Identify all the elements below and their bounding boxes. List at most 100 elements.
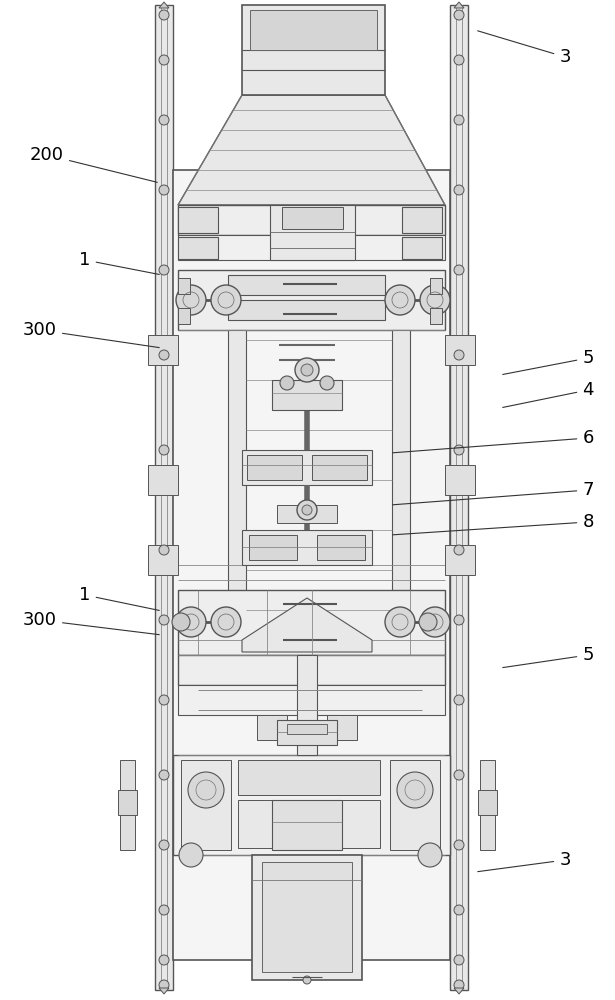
Bar bbox=[327, 715, 357, 740]
Circle shape bbox=[159, 980, 169, 990]
Circle shape bbox=[159, 905, 169, 915]
Bar bbox=[178, 207, 218, 233]
Bar bbox=[228, 330, 246, 630]
Polygon shape bbox=[178, 95, 445, 205]
Bar bbox=[178, 590, 445, 655]
Circle shape bbox=[454, 905, 464, 915]
Bar bbox=[178, 685, 445, 715]
Bar bbox=[277, 720, 337, 745]
Circle shape bbox=[211, 607, 241, 637]
Circle shape bbox=[454, 980, 464, 990]
Text: 3: 3 bbox=[478, 851, 571, 872]
Bar bbox=[178, 205, 445, 235]
Bar bbox=[178, 655, 445, 685]
Text: 5: 5 bbox=[502, 646, 593, 668]
Circle shape bbox=[159, 770, 169, 780]
Circle shape bbox=[176, 285, 206, 315]
Circle shape bbox=[159, 545, 169, 555]
Bar bbox=[118, 790, 137, 815]
Circle shape bbox=[301, 364, 313, 376]
Bar bbox=[478, 790, 497, 815]
Circle shape bbox=[418, 843, 442, 867]
Circle shape bbox=[385, 607, 415, 637]
Circle shape bbox=[159, 955, 169, 965]
Circle shape bbox=[295, 358, 319, 382]
Text: 3: 3 bbox=[478, 31, 571, 66]
Bar bbox=[173, 755, 450, 855]
Circle shape bbox=[454, 10, 464, 20]
Circle shape bbox=[297, 500, 317, 520]
Bar bbox=[390, 760, 440, 850]
Bar bbox=[242, 450, 372, 485]
Circle shape bbox=[454, 55, 464, 65]
Circle shape bbox=[176, 607, 206, 637]
Circle shape bbox=[454, 545, 464, 555]
Bar bbox=[252, 855, 362, 980]
Circle shape bbox=[159, 445, 169, 455]
Bar bbox=[297, 655, 317, 755]
Circle shape bbox=[419, 613, 437, 631]
Text: 5: 5 bbox=[502, 349, 593, 374]
Circle shape bbox=[172, 613, 190, 631]
Bar bbox=[228, 300, 385, 320]
Circle shape bbox=[454, 445, 464, 455]
Text: 300: 300 bbox=[23, 321, 159, 348]
Bar bbox=[270, 205, 355, 260]
Bar bbox=[392, 330, 410, 630]
Bar bbox=[445, 545, 475, 575]
Circle shape bbox=[454, 955, 464, 965]
Circle shape bbox=[211, 285, 241, 315]
Circle shape bbox=[159, 10, 169, 20]
Text: 4: 4 bbox=[502, 381, 593, 407]
Polygon shape bbox=[159, 2, 169, 8]
Circle shape bbox=[159, 115, 169, 125]
Bar bbox=[272, 800, 342, 850]
Bar bbox=[238, 800, 380, 848]
Bar bbox=[247, 455, 302, 480]
Bar bbox=[317, 535, 365, 560]
Circle shape bbox=[302, 505, 312, 515]
Bar bbox=[287, 724, 327, 734]
Bar bbox=[173, 170, 450, 960]
Bar bbox=[445, 335, 475, 365]
Polygon shape bbox=[159, 988, 169, 994]
Circle shape bbox=[454, 115, 464, 125]
Bar bbox=[178, 237, 218, 259]
Circle shape bbox=[385, 285, 415, 315]
Bar bbox=[148, 465, 178, 495]
Bar bbox=[242, 530, 372, 565]
Bar bbox=[445, 465, 475, 495]
Bar bbox=[178, 308, 190, 324]
Circle shape bbox=[179, 843, 203, 867]
Bar bbox=[238, 760, 380, 795]
Circle shape bbox=[188, 772, 224, 808]
Bar bbox=[312, 455, 367, 480]
Circle shape bbox=[454, 350, 464, 360]
Bar bbox=[120, 760, 135, 850]
Circle shape bbox=[159, 840, 169, 850]
Circle shape bbox=[280, 376, 294, 390]
Polygon shape bbox=[242, 598, 372, 652]
Bar bbox=[282, 207, 343, 229]
Circle shape bbox=[159, 695, 169, 705]
Bar bbox=[250, 10, 377, 50]
Bar bbox=[480, 760, 495, 850]
Circle shape bbox=[454, 840, 464, 850]
Circle shape bbox=[320, 376, 334, 390]
Text: 8: 8 bbox=[393, 513, 593, 535]
Circle shape bbox=[159, 55, 169, 65]
Polygon shape bbox=[454, 2, 464, 8]
Bar bbox=[262, 862, 352, 972]
Text: 200: 200 bbox=[30, 146, 157, 182]
Bar bbox=[249, 535, 297, 560]
Bar bbox=[430, 278, 442, 294]
Bar bbox=[178, 278, 190, 294]
Circle shape bbox=[303, 976, 311, 984]
Text: 1: 1 bbox=[79, 586, 159, 610]
Text: 1: 1 bbox=[79, 251, 159, 274]
Circle shape bbox=[420, 285, 450, 315]
Bar bbox=[272, 380, 342, 410]
Circle shape bbox=[159, 615, 169, 625]
Text: 6: 6 bbox=[393, 429, 593, 453]
Bar bbox=[178, 270, 445, 330]
